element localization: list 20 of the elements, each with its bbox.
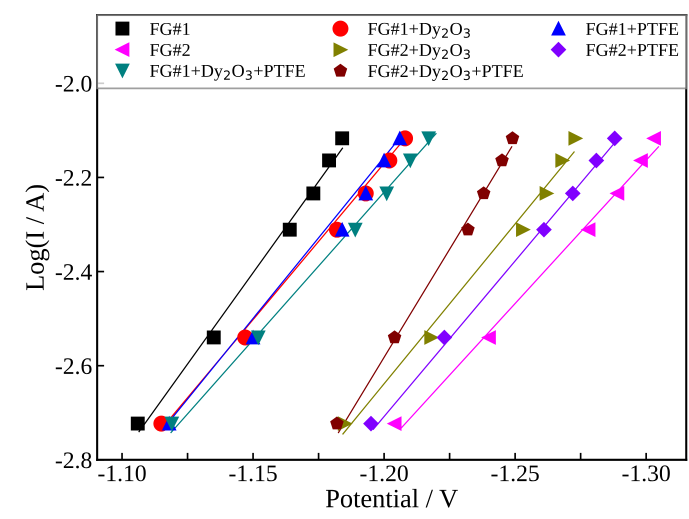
legend-label: FG#2+Dy$_{2}$O$_{3}$+PTFE (368, 65, 523, 81)
y-tick-label: -2.2 (56, 170, 91, 186)
x-tick-label: -1.15 (229, 465, 277, 482)
legend-label: FG#2 (150, 44, 190, 56)
x-tick-label: -1.10 (98, 465, 146, 482)
x-tick-label: -1.25 (491, 465, 539, 482)
legend-label: FG#1+Dy$_{2}$O$_{3}$+PTFE (150, 64, 305, 81)
x-tick-label: -1.30 (622, 465, 670, 482)
y-tick-label: -2.8 (56, 452, 92, 468)
y-tick-label: -2.6 (56, 358, 92, 374)
x-axis-title: Potential / V (326, 488, 458, 508)
y-axis-title: Log(I / A) (25, 185, 50, 290)
legend-label: FG#1+PTFE (586, 22, 678, 36)
legend-label: FG#2+Dy$_{2}$O$_{3}$ (368, 44, 470, 60)
y-tick-label: -2.4 (56, 264, 92, 280)
x-tick-label: -1.20 (360, 465, 408, 482)
y-tick-label: -2.0 (56, 76, 92, 92)
legend-label: FG#1+Dy$_{2}$O$_{3}$ (368, 22, 470, 39)
legend-label: FG#1 (150, 22, 190, 36)
legend-label: FG#2+PTFE (586, 44, 678, 56)
